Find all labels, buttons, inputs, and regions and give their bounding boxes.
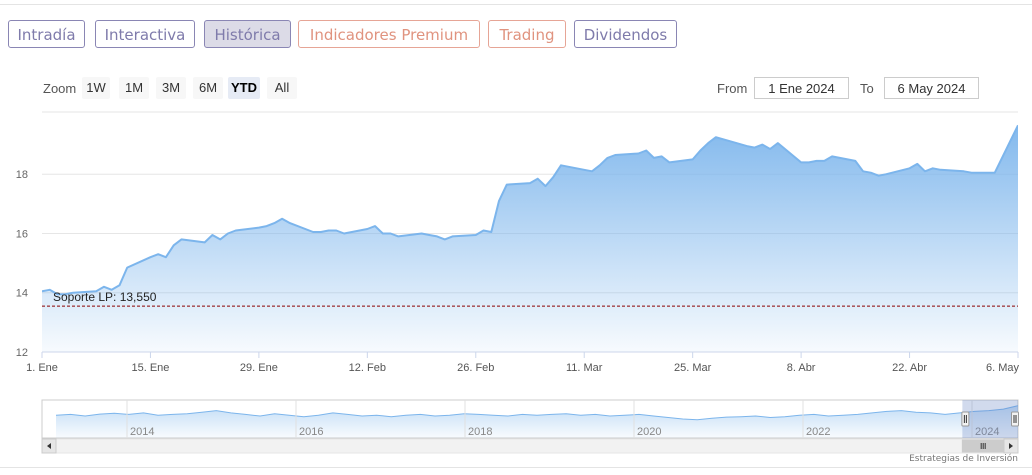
- zoom-button-ytd[interactable]: YTD: [228, 77, 260, 99]
- tab-intradia[interactable]: Intradía: [8, 20, 85, 48]
- chart-credit: Estrategias de Inversión: [909, 454, 1018, 464]
- navigator-line: [55, 405, 1019, 421]
- series-area-fill: [42, 125, 1018, 352]
- x-tick-label: 26. Feb: [457, 362, 494, 374]
- x-tick-label: 12. Feb: [349, 362, 386, 374]
- zoom-button-1w[interactable]: 1W: [82, 77, 110, 99]
- tab-interactiva[interactable]: Interactiva: [95, 20, 195, 48]
- zoom-button-6m[interactable]: 6M: [193, 77, 223, 99]
- x-tick-label: 15. Ene: [131, 362, 169, 374]
- arrow-right-icon: [1009, 443, 1013, 449]
- navigator[interactable]: 2014 2016 2018 2020 2022 2024: [41, 399, 1019, 454]
- series-line: [42, 124, 1018, 296]
- tab-historica[interactable]: Histórica: [204, 20, 291, 48]
- series-area: [42, 124, 1018, 352]
- top-divider: [0, 4, 1032, 5]
- arrow-left-icon: [47, 443, 51, 449]
- x-axis: 1. Ene 15. Ene 29. Ene 12. Feb 26. Feb 11. Ma…: [26, 351, 1020, 374]
- support-line-group: Soporte LP: 13,550: [42, 290, 1018, 307]
- y-axis: 12 14 16 18: [16, 169, 28, 359]
- navigator-year-label: 2020: [637, 426, 661, 438]
- navigator-scrollbar[interactable]: [41, 438, 1019, 454]
- tab-indicadores-premium[interactable]: Indicadores Premium: [298, 20, 480, 48]
- zoom-button-3m[interactable]: 3M: [156, 77, 186, 99]
- from-label: From: [717, 81, 748, 96]
- to-date-input[interactable]: 6 May 2024: [884, 77, 979, 99]
- navigator-year-label: 2014: [130, 426, 154, 438]
- navigator-year-label: 2016: [299, 426, 323, 438]
- x-tick-label: 8. Abr: [787, 362, 816, 374]
- zoom-button-all[interactable]: All: [267, 77, 297, 99]
- navigator-handle-right[interactable]: [1011, 411, 1019, 427]
- to-label: To: [860, 81, 874, 96]
- x-tick-label: 11. Mar: [566, 362, 603, 374]
- bottom-divider: [0, 467, 1032, 468]
- y-tick-label: 12: [16, 347, 28, 359]
- scrollbar-track[interactable]: [41, 438, 1019, 454]
- x-tick-label: 1. Ene: [26, 362, 58, 374]
- zoom-button-1m[interactable]: 1M: [119, 77, 149, 99]
- tab-dividendos[interactable]: Dividendos: [574, 20, 677, 48]
- navigator-year-label: 2022: [806, 426, 830, 438]
- support-line-label: Soporte LP: 13,550: [53, 290, 157, 304]
- navigator-year-label: 2018: [468, 426, 492, 438]
- x-tick-label: 29. Ene: [240, 362, 278, 374]
- x-tick-label: 6. May: [986, 362, 1020, 374]
- tab-trading[interactable]: Trading: [488, 20, 566, 48]
- x-tick-label: 25. Mar: [674, 362, 712, 374]
- navigator-mask[interactable]: [962, 400, 1018, 438]
- y-tick-label: 14: [16, 288, 28, 300]
- navigator-year-label: 2024: [975, 426, 999, 438]
- navigator-handle-left[interactable]: [961, 411, 970, 427]
- x-tick-label: 22. Abr: [892, 362, 927, 374]
- from-date-input[interactable]: 1 Ene 2024: [754, 77, 849, 99]
- y-tick-label: 16: [16, 228, 28, 240]
- zoom-label: Zoom: [43, 81, 77, 96]
- y-tick-label: 18: [16, 169, 28, 181]
